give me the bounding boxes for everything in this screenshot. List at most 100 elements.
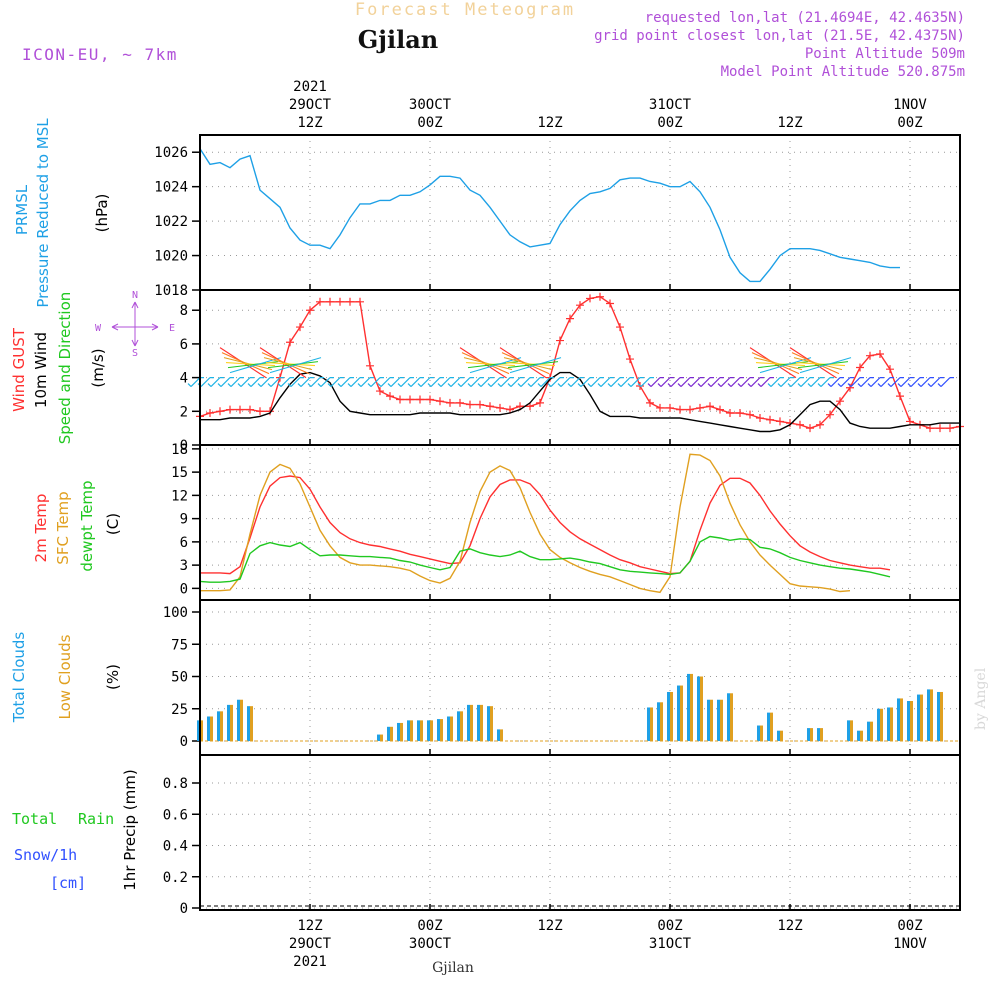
precip-cm-label: [cm] xyxy=(50,874,86,892)
gust-marker xyxy=(586,294,594,303)
top-time-label: 31OCT xyxy=(649,97,692,113)
gust-marker xyxy=(486,402,494,411)
y-tick-label: 25 xyxy=(171,702,188,718)
precip-unit-label: 1hr Precip (mm) xyxy=(121,769,139,890)
gust-marker xyxy=(556,336,564,345)
bar-total-clouds xyxy=(227,704,230,741)
gust-marker xyxy=(686,405,694,414)
gust-marker xyxy=(566,314,574,323)
y-tick-label: 18 xyxy=(171,442,188,458)
y-tick-label: 50 xyxy=(171,670,188,686)
bar-total-clouds xyxy=(767,712,770,741)
bottom-time-label: 12Z xyxy=(777,918,802,934)
bar-total-clouds xyxy=(437,719,440,741)
wind-barb xyxy=(547,377,564,388)
bar-total-clouds xyxy=(467,704,470,741)
bar-low-clouds xyxy=(700,676,703,741)
gust-marker xyxy=(776,417,784,426)
gust-marker xyxy=(576,301,584,310)
y-tick-label: 75 xyxy=(171,637,188,653)
y-tick-label: 0 xyxy=(180,901,188,917)
bar-total-clouds xyxy=(697,676,700,741)
wind-barb xyxy=(247,377,264,388)
gust-marker xyxy=(366,361,374,370)
wind-frame xyxy=(199,289,961,446)
gust-marker xyxy=(356,297,364,306)
gust-marker xyxy=(226,405,234,414)
bar-total-clouds xyxy=(497,729,500,741)
wind-barb xyxy=(727,377,744,388)
bar-total-clouds xyxy=(907,701,910,741)
wind-barb xyxy=(517,377,534,388)
wind-barb xyxy=(897,377,914,388)
bar-low-clouds xyxy=(910,701,913,741)
wind-barb xyxy=(407,377,424,388)
wind-gust-label: Wind GUST xyxy=(10,327,28,412)
bottom-time-label: 00Z xyxy=(417,918,442,934)
wind-barb xyxy=(287,377,304,388)
gust-marker xyxy=(216,407,224,416)
wind-panel: 0 2 4 6 8 xyxy=(180,289,964,454)
gust-marker xyxy=(336,297,344,306)
wind-barb xyxy=(737,377,754,388)
wind-barb xyxy=(467,377,484,388)
top-time-label: 12Z xyxy=(297,115,322,131)
wind-barb xyxy=(747,377,764,388)
wind-barb xyxy=(567,377,584,388)
series-line-dewpt-temp xyxy=(199,535,891,583)
y-tick-label: 1020 xyxy=(154,249,188,265)
precip-panel-labels: Total Rain Snow/1h [cm] 1hr Precip (mm) xyxy=(12,769,139,892)
temp-sfc-label: SFC Temp xyxy=(54,491,72,564)
top-time-label: 12Z xyxy=(537,115,562,131)
y-tick-label: 2 xyxy=(180,404,188,420)
gust-marker xyxy=(806,424,814,433)
bottom-time-label: 29OCT xyxy=(289,936,332,952)
bar-low-clouds xyxy=(730,693,733,741)
bar-total-clouds xyxy=(457,711,460,741)
gust-marker xyxy=(906,417,914,426)
compass-w: W xyxy=(95,323,102,334)
precip-rain-label: Rain xyxy=(78,810,114,828)
temp-2m-label: 2m Temp xyxy=(32,494,50,563)
bar-total-clouds xyxy=(647,707,650,741)
bar-total-clouds xyxy=(247,706,250,741)
model-label: ICON-EU, ~ 7km xyxy=(22,45,178,64)
top-time-label: 29OCT xyxy=(289,97,332,113)
wind-barb xyxy=(267,377,284,388)
requested-coords: requested lon,lat (21.4694E, 42.4635N) xyxy=(645,10,965,26)
wind-barb xyxy=(327,377,344,388)
gust-marker xyxy=(236,405,244,414)
y-tick-label: 0.8 xyxy=(163,776,188,792)
gust-marker xyxy=(436,397,444,406)
compass-e: E xyxy=(169,323,175,334)
bar-low-clouds xyxy=(920,694,923,741)
wind-barb xyxy=(817,377,834,388)
y-tick-label: 1026 xyxy=(154,145,188,161)
wind-barb xyxy=(427,377,444,388)
bar-low-clouds xyxy=(200,720,203,741)
bar-low-clouds xyxy=(930,689,933,741)
bar-low-clouds xyxy=(420,720,423,741)
clouds-panel: 0 25 50 75 100 xyxy=(163,599,961,756)
y-tick-label: 9 xyxy=(180,512,188,528)
clouds-panel-labels: Total Clouds Low Clouds (%) xyxy=(10,632,122,724)
gust-marker xyxy=(396,395,404,404)
bar-total-clouds xyxy=(727,693,730,741)
bar-total-clouds xyxy=(937,691,940,741)
bar-low-clouds xyxy=(720,699,723,741)
bar-total-clouds xyxy=(397,722,400,741)
bottom-time-label: 1NOV xyxy=(893,936,927,952)
wind-barb xyxy=(527,377,544,388)
precip-total-label: Total xyxy=(12,810,57,828)
wind-barb xyxy=(357,377,374,388)
bottom-time-label: 31OCT xyxy=(649,936,692,952)
bar-low-clouds xyxy=(880,708,883,741)
bar-low-clouds xyxy=(480,704,483,741)
location-title: Gjilan xyxy=(358,25,438,54)
bottom-time-label: 00Z xyxy=(897,918,922,934)
bar-low-clouds xyxy=(870,721,873,741)
wind-barb xyxy=(447,377,464,388)
wind-barb xyxy=(577,377,594,388)
wind-barb xyxy=(397,377,414,388)
